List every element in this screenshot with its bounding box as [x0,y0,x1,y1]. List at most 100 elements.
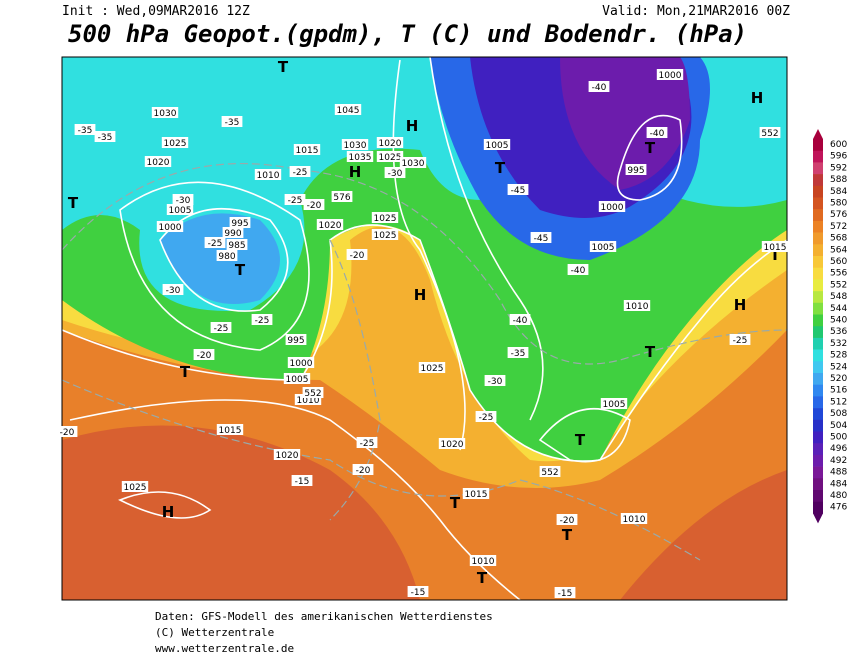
high-marker: H [414,286,427,304]
legend-level: 520 [830,374,847,384]
map-label: -35 [225,118,240,128]
map-label: -40 [571,266,586,276]
map-label: 1010 [626,302,649,312]
label-box [598,201,626,212]
label-box [289,166,311,177]
legend-swatch [813,466,823,479]
label-box [226,239,248,250]
label-box [254,169,282,180]
legend-level: 544 [830,304,847,314]
label-box [507,184,529,195]
map-label: -30 [388,169,403,179]
label-box [484,375,506,386]
legend-swatch [813,419,823,432]
map-label: 1010 [623,515,646,525]
map-label: 1000 [601,203,624,213]
map-label: -25 [214,324,229,334]
legend-swatch [813,302,823,315]
map-label: 995 [627,166,644,176]
map-label: 552 [541,468,558,478]
map-label: 1005 [169,206,192,216]
label-box [229,217,251,228]
label-box [293,144,321,155]
map-label: 1020 [379,139,402,149]
legend-swatch [813,256,823,268]
map-label: 1025 [421,364,444,374]
label-box [193,349,215,360]
label-box [620,513,648,524]
label-box [729,334,751,345]
map-label: -20 [356,466,371,476]
legend-swatch [813,244,823,257]
legend-swatch [813,396,823,409]
map-label: 1025 [124,483,147,493]
map-label: -25 [288,196,303,206]
map-label: 980 [218,252,235,262]
legend-swatch [813,349,823,362]
map-label: -35 [511,349,526,359]
map-label: 1030 [344,141,367,151]
legend-swatch [813,162,823,175]
valid-time: Valid: Mon,21MAR2016 00Z [602,4,790,19]
map-label: 576 [333,193,350,203]
label-box [341,139,369,150]
label-box [625,164,647,175]
low-marker: T [562,526,573,544]
map-field [62,57,787,600]
label-box [418,362,446,373]
map-label: 1010 [297,396,320,406]
map-label: 1000 [659,71,682,81]
label-box [294,394,322,405]
label-box [509,314,531,325]
map-label: 1025 [374,231,397,241]
label-box [216,424,244,435]
label-box [287,357,315,368]
map-label: -25 [360,439,375,449]
label-box [507,347,529,358]
label-box [204,237,226,248]
map-label: 985 [228,241,245,251]
legend-swatch [813,209,823,222]
legend-level: 532 [830,339,847,349]
label-box [759,127,781,138]
legend-level: 512 [830,397,847,407]
map-title: 500 hPa Geopot.(gpdm), T (C) und Bodendr… [68,20,747,48]
low-marker: T [645,139,656,157]
init-time: Init : Wed,09MAR2016 12Z [62,4,250,19]
legend-level: 536 [830,327,847,337]
map-label: 1025 [379,153,402,163]
legend-level: 560 [830,257,847,267]
high-marker: H [349,163,362,181]
high-marker: H [406,117,419,135]
label-box [346,249,368,260]
legend-swatch [813,185,823,198]
map-label: 995 [231,219,248,229]
legend-swatch [813,174,823,187]
label-box [346,151,374,162]
legend-level: 576 [830,210,847,220]
label-box [156,221,184,232]
map-label: 1015 [764,243,787,253]
map-label: -25 [293,168,308,178]
legend-level: 500 [830,433,847,443]
footer-line: Daten: GFS-Modell des amerikanischen Wet… [155,610,493,623]
legend-level: 592 [830,163,847,173]
legend-level: 480 [830,491,847,501]
label-box [334,104,362,115]
legend-level: 540 [830,316,847,326]
label-box [371,212,399,223]
legend-swatch [813,291,823,304]
map-label: -30 [488,377,503,387]
map-label: 1010 [257,171,280,181]
map-label: -40 [650,129,665,139]
legend-level: 580 [830,199,847,209]
map-label: 1045 [337,106,360,116]
label-box [761,241,789,252]
label-box [74,124,96,135]
high-marker: H [734,296,747,314]
legend-swatch [813,431,823,444]
label-box [172,194,194,205]
label-box [151,107,179,118]
map-label: 1035 [349,153,372,163]
